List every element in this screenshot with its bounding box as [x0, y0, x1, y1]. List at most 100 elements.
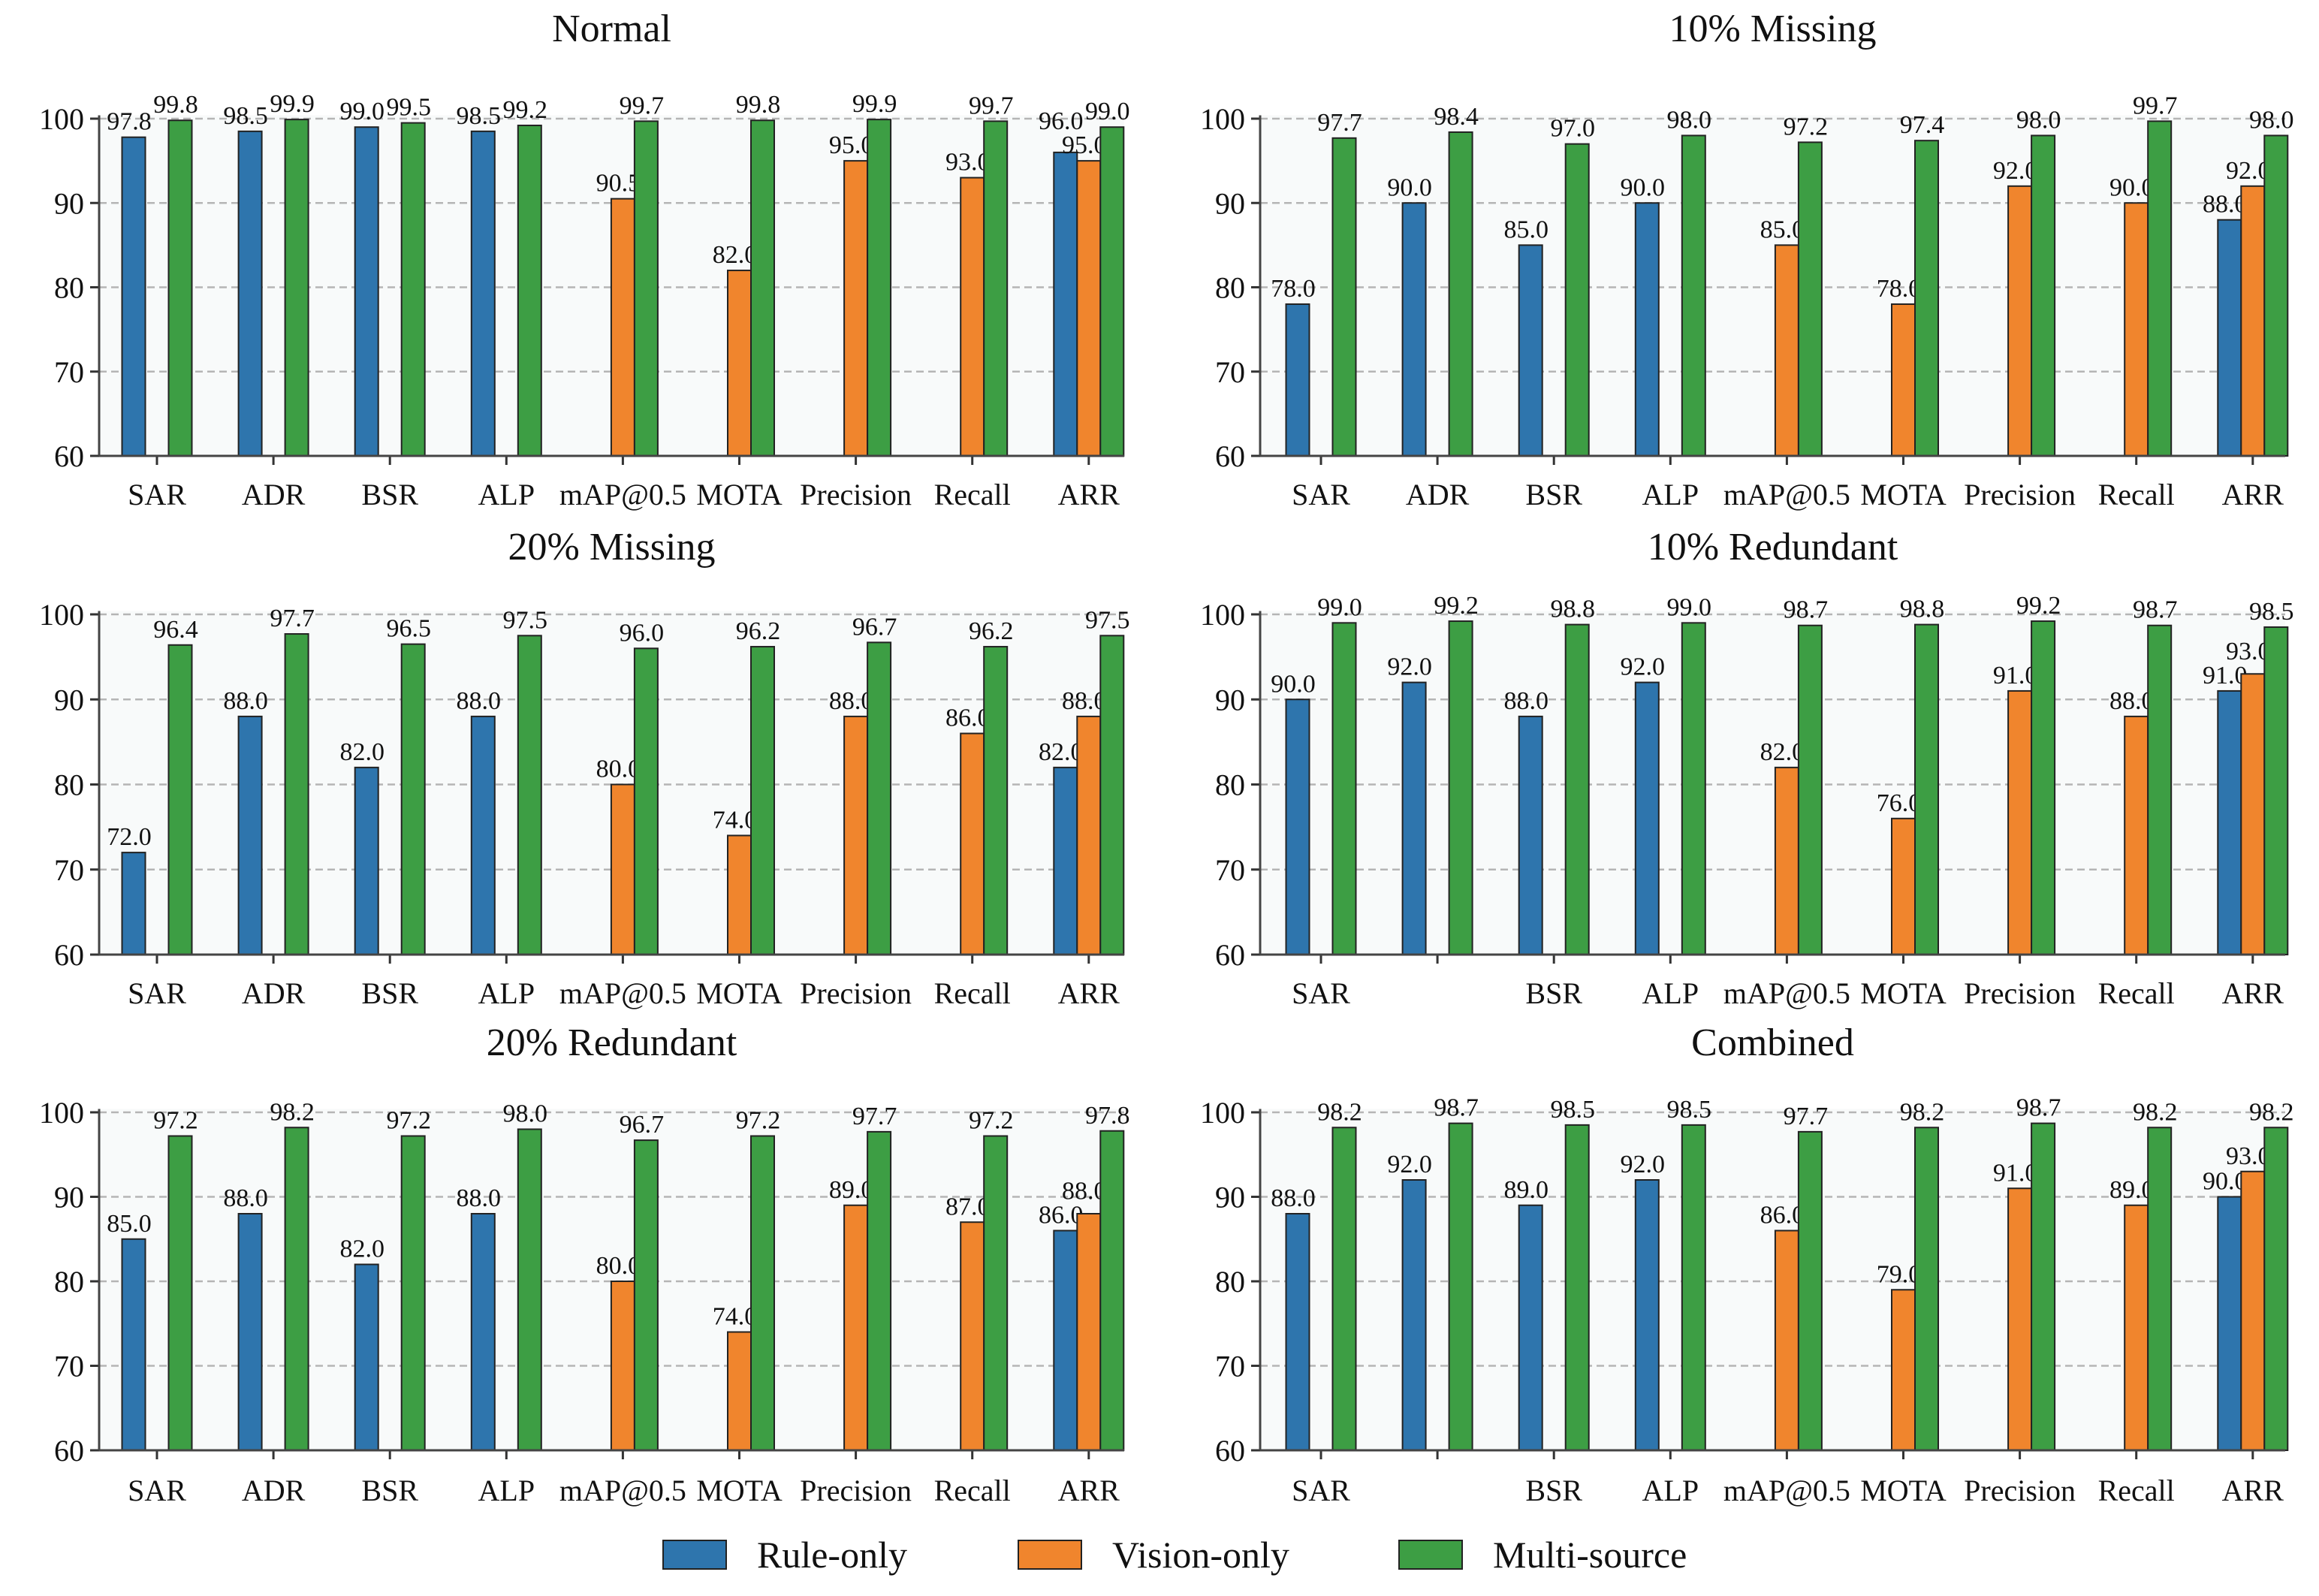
bar-value-label: 78.0 [1877, 275, 1922, 303]
bar-value-label: 92.0 [1621, 1151, 1666, 1178]
bar-vision-only [1891, 817, 1916, 956]
bar-multi-source [1331, 622, 1357, 955]
bar-value-label: 92.0 [2226, 157, 2271, 185]
bar-rule-only [1285, 698, 1310, 955]
bar-multi-source [2147, 120, 2173, 457]
bar-rule-only [470, 130, 496, 457]
bar-vision-only [960, 732, 985, 955]
panel-10-missing: 10% Missing 60 70 80 90 100 78.0 97.7 SAR 90.0 98.… [1200, 8, 2294, 511]
bar-value-label: 96.7 [852, 613, 897, 641]
bar-vision-only [960, 1221, 985, 1451]
x-tick-label: ARR [1058, 478, 1120, 511]
bar-multi-source [400, 643, 426, 955]
bar-value-label: 80.0 [596, 1252, 641, 1280]
bar-vision-only [1891, 303, 1916, 457]
x-tick-label: Precision [800, 478, 912, 511]
bar-multi-source [517, 635, 542, 955]
bar-multi-source [2031, 620, 2056, 955]
bar-value-label: 92.0 [1387, 653, 1432, 681]
bar-value-label: 99.8 [153, 91, 198, 119]
bar-value-label: 97.2 [736, 1107, 781, 1135]
bar-multi-source [167, 644, 193, 956]
x-tick-label: SAR [1292, 1474, 1350, 1507]
x-tick-label: Precision [1964, 1474, 2076, 1507]
y-tick-label: 70 [54, 853, 84, 887]
y-tick-label: 70 [1215, 1350, 1245, 1383]
legend-swatch-multi-source [1398, 1540, 1463, 1570]
y-tick-label: 80 [1215, 1265, 1245, 1299]
x-tick-label: Recall [934, 1474, 1011, 1507]
bar-value-label: 98.0 [1667, 106, 1712, 134]
bar-value-label: 89.0 [1503, 1176, 1549, 1204]
bar-multi-source [1914, 1127, 1939, 1451]
bar-value-label: 72.0 [107, 823, 152, 851]
bar-rule-only [1401, 681, 1427, 955]
bar-value-label: 97.7 [270, 605, 315, 632]
x-tick-label: MOTA [1860, 1474, 1947, 1507]
axes-background [1260, 1109, 2285, 1450]
bar-value-label: 98.2 [270, 1098, 315, 1126]
bar-value-label: 90.0 [1271, 670, 1316, 698]
bar-value-label: 80.0 [596, 756, 641, 783]
bar-value-label: 98.0 [2249, 106, 2294, 134]
bar-value-label: 91.0 [1993, 662, 2038, 689]
bar-multi-source [2031, 1122, 2056, 1451]
bar-vision-only [2124, 715, 2149, 956]
bar-value-label: 97.2 [386, 1107, 431, 1135]
bar-vision-only [2007, 1187, 2033, 1451]
bar-vision-only [843, 1204, 869, 1451]
bar-multi-source [1564, 623, 1590, 956]
bar-value-label: 88.0 [829, 687, 874, 715]
bar-vision-only [610, 198, 635, 457]
x-tick-label: BSR [361, 1474, 418, 1507]
bar-rule-only [2217, 219, 2242, 457]
x-tick-label: Precision [1964, 976, 2076, 1010]
bar-multi-source [1331, 1127, 1357, 1451]
y-tick-label: 100 [39, 1096, 84, 1130]
y-tick-label: 80 [54, 1265, 84, 1299]
x-tick-label: SAR [1292, 478, 1350, 511]
bar-vision-only [2007, 689, 2033, 955]
bar-value-label: 87.0 [945, 1193, 991, 1220]
bar-value-label: 97.2 [153, 1107, 198, 1135]
x-tick-label: MOTA [1860, 976, 1947, 1010]
x-tick-label: MOTA [696, 478, 783, 511]
bar-value-label: 98.0 [503, 1100, 548, 1128]
bar-rule-only [2217, 1196, 2242, 1451]
x-tick-label: ARR [1058, 1474, 1120, 1507]
panel-title: 10% Missing [1669, 8, 1877, 50]
bar-value-label: 98.2 [1900, 1098, 1945, 1126]
axes-background [1260, 115, 2285, 456]
y-tick-label: 70 [54, 1350, 84, 1383]
x-tick-label: mAP@0.5 [559, 976, 686, 1010]
bar-multi-source [750, 646, 775, 955]
legend-item-multi-source: Multi-source [1398, 1532, 1687, 1577]
bar-value-label: 98.7 [2133, 596, 2178, 624]
bar-multi-source [867, 641, 892, 955]
bar-value-label: 99.5 [386, 94, 431, 122]
bar-rule-only [1401, 1179, 1427, 1451]
bar-value-label: 98.2 [1317, 1098, 1362, 1126]
bar-multi-source [1797, 141, 1823, 457]
bar-vision-only [1774, 766, 1799, 955]
bar-vision-only [1891, 1289, 1916, 1451]
bar-value-label: 96.7 [620, 1111, 665, 1139]
bar-value-label: 99.8 [736, 91, 781, 119]
x-tick-label: ARR [2222, 1474, 2284, 1507]
bar-value-label: 97.7 [852, 1103, 897, 1130]
bar-value-label: 90.0 [1387, 173, 1432, 201]
x-tick-label: ALP [1642, 976, 1699, 1010]
bar-vision-only [2240, 185, 2266, 457]
bar-value-label: 93.0 [2226, 1142, 2271, 1170]
bar-multi-source [2147, 624, 2173, 955]
bar-value-label: 82.0 [713, 241, 758, 269]
bar-value-label: 86.0 [1039, 1202, 1084, 1229]
bar-value-label: 74.0 [713, 806, 758, 834]
x-tick-label: mAP@0.5 [559, 478, 686, 511]
bar-value-label: 96.0 [1039, 107, 1084, 135]
legend: Rule-only Vision-only Multi-source [0, 1532, 2319, 1577]
x-tick-label: Recall [2098, 478, 2175, 511]
x-tick-label: ALP [478, 1474, 535, 1507]
y-tick-label: 70 [1215, 355, 1245, 389]
